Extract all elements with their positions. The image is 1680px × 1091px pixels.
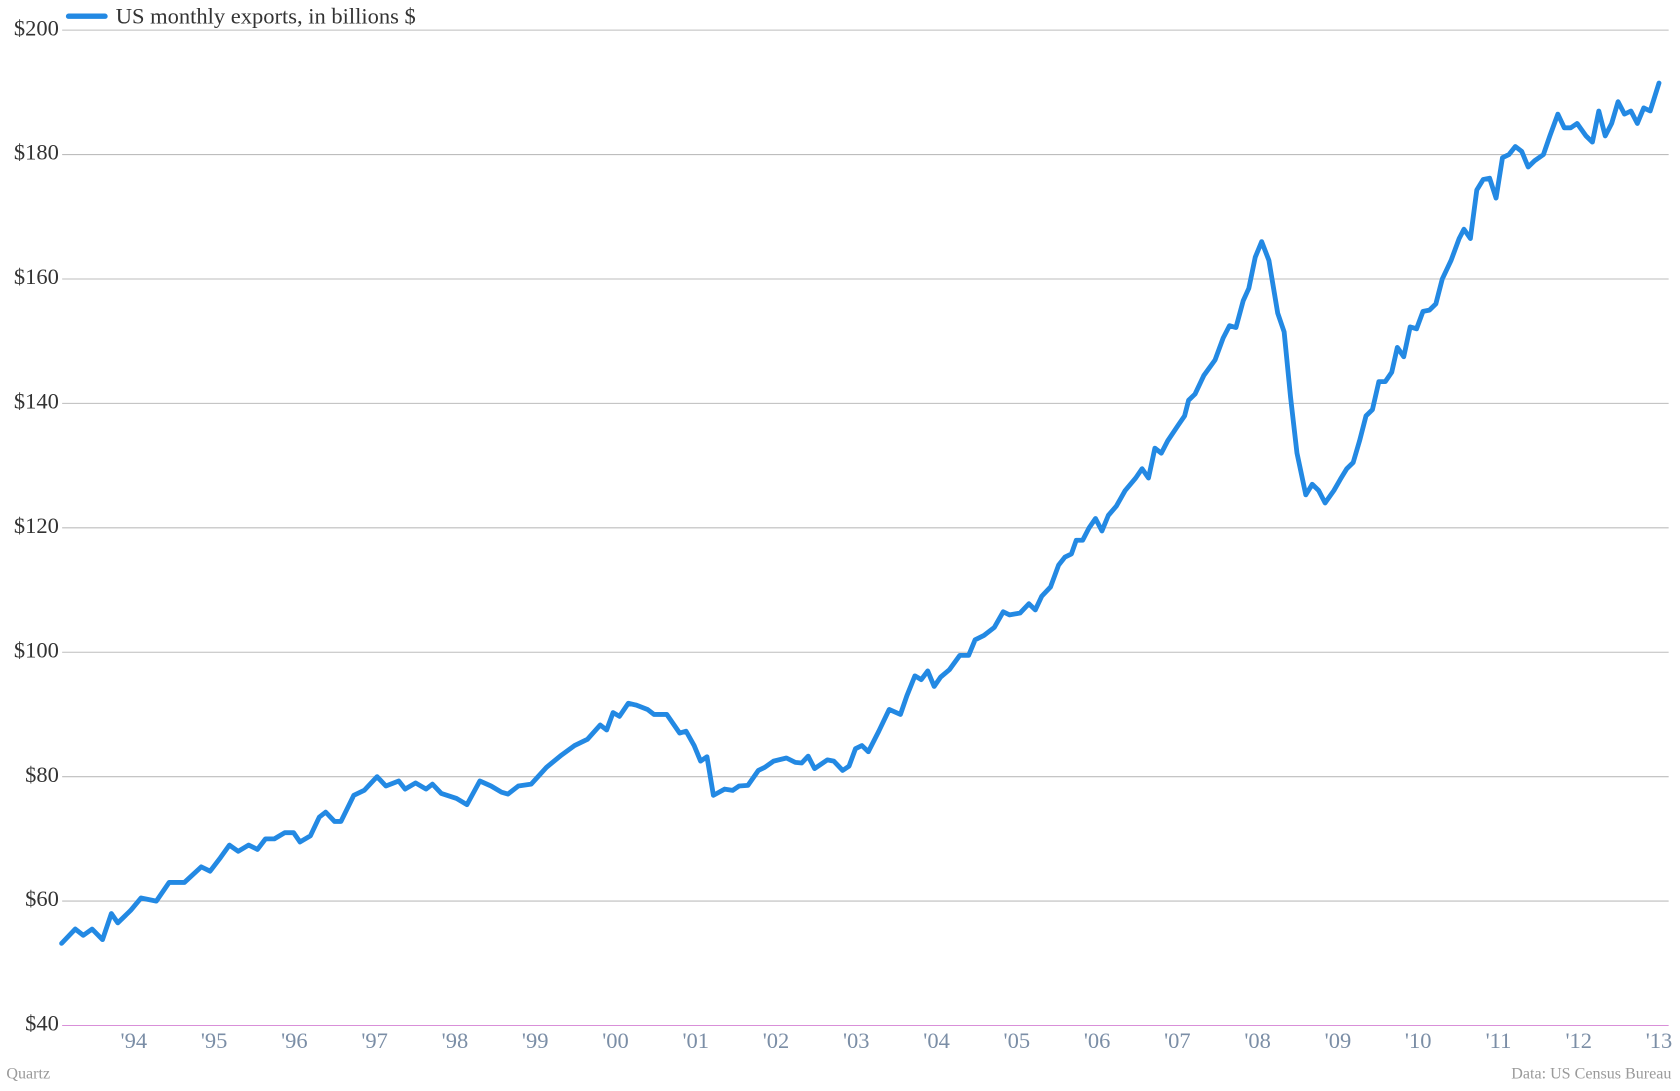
x-tick-label: '94 xyxy=(121,1028,148,1053)
x-tick-label: '09 xyxy=(1325,1028,1352,1053)
y-tick-label: $80 xyxy=(25,762,59,787)
x-tick-label: '13 xyxy=(1646,1028,1673,1053)
x-tick-label: '01 xyxy=(682,1028,709,1053)
y-tick-label: $200 xyxy=(14,15,59,40)
y-tick-label: $100 xyxy=(14,637,59,662)
source: Data: US Census Bureau xyxy=(1511,1065,1671,1082)
y-tick-label: $120 xyxy=(14,513,59,538)
x-tick-label: '03 xyxy=(843,1028,870,1053)
y-tick-label: $140 xyxy=(14,389,59,414)
x-tick-label: '10 xyxy=(1405,1028,1432,1053)
x-tick-label: '98 xyxy=(442,1028,469,1053)
legend-label: US monthly exports, in billions $ xyxy=(116,4,416,29)
x-tick-label: '04 xyxy=(923,1028,950,1053)
x-tick-label: '95 xyxy=(201,1028,228,1053)
x-tick-label: '99 xyxy=(522,1028,549,1053)
x-tick-label: '12 xyxy=(1565,1028,1592,1053)
x-tick-label: '06 xyxy=(1084,1028,1111,1053)
data-line xyxy=(59,80,1662,946)
y-tick-label: $180 xyxy=(14,140,59,165)
x-tick-label: '97 xyxy=(361,1028,388,1053)
x-tick-label: '11 xyxy=(1486,1028,1512,1053)
y-tick-label: $60 xyxy=(25,886,59,911)
x-tick-label: '02 xyxy=(763,1028,790,1053)
x-tick-label: '05 xyxy=(1004,1028,1031,1053)
x-tick-label: '08 xyxy=(1244,1028,1271,1053)
x-tick-label: '96 xyxy=(281,1028,308,1053)
credit: Quartz xyxy=(6,1065,50,1082)
y-tick-label: $40 xyxy=(25,1011,59,1036)
x-tick-label: '07 xyxy=(1164,1028,1191,1053)
y-tick-label: $160 xyxy=(14,264,59,289)
x-tick-label: '00 xyxy=(602,1028,629,1053)
